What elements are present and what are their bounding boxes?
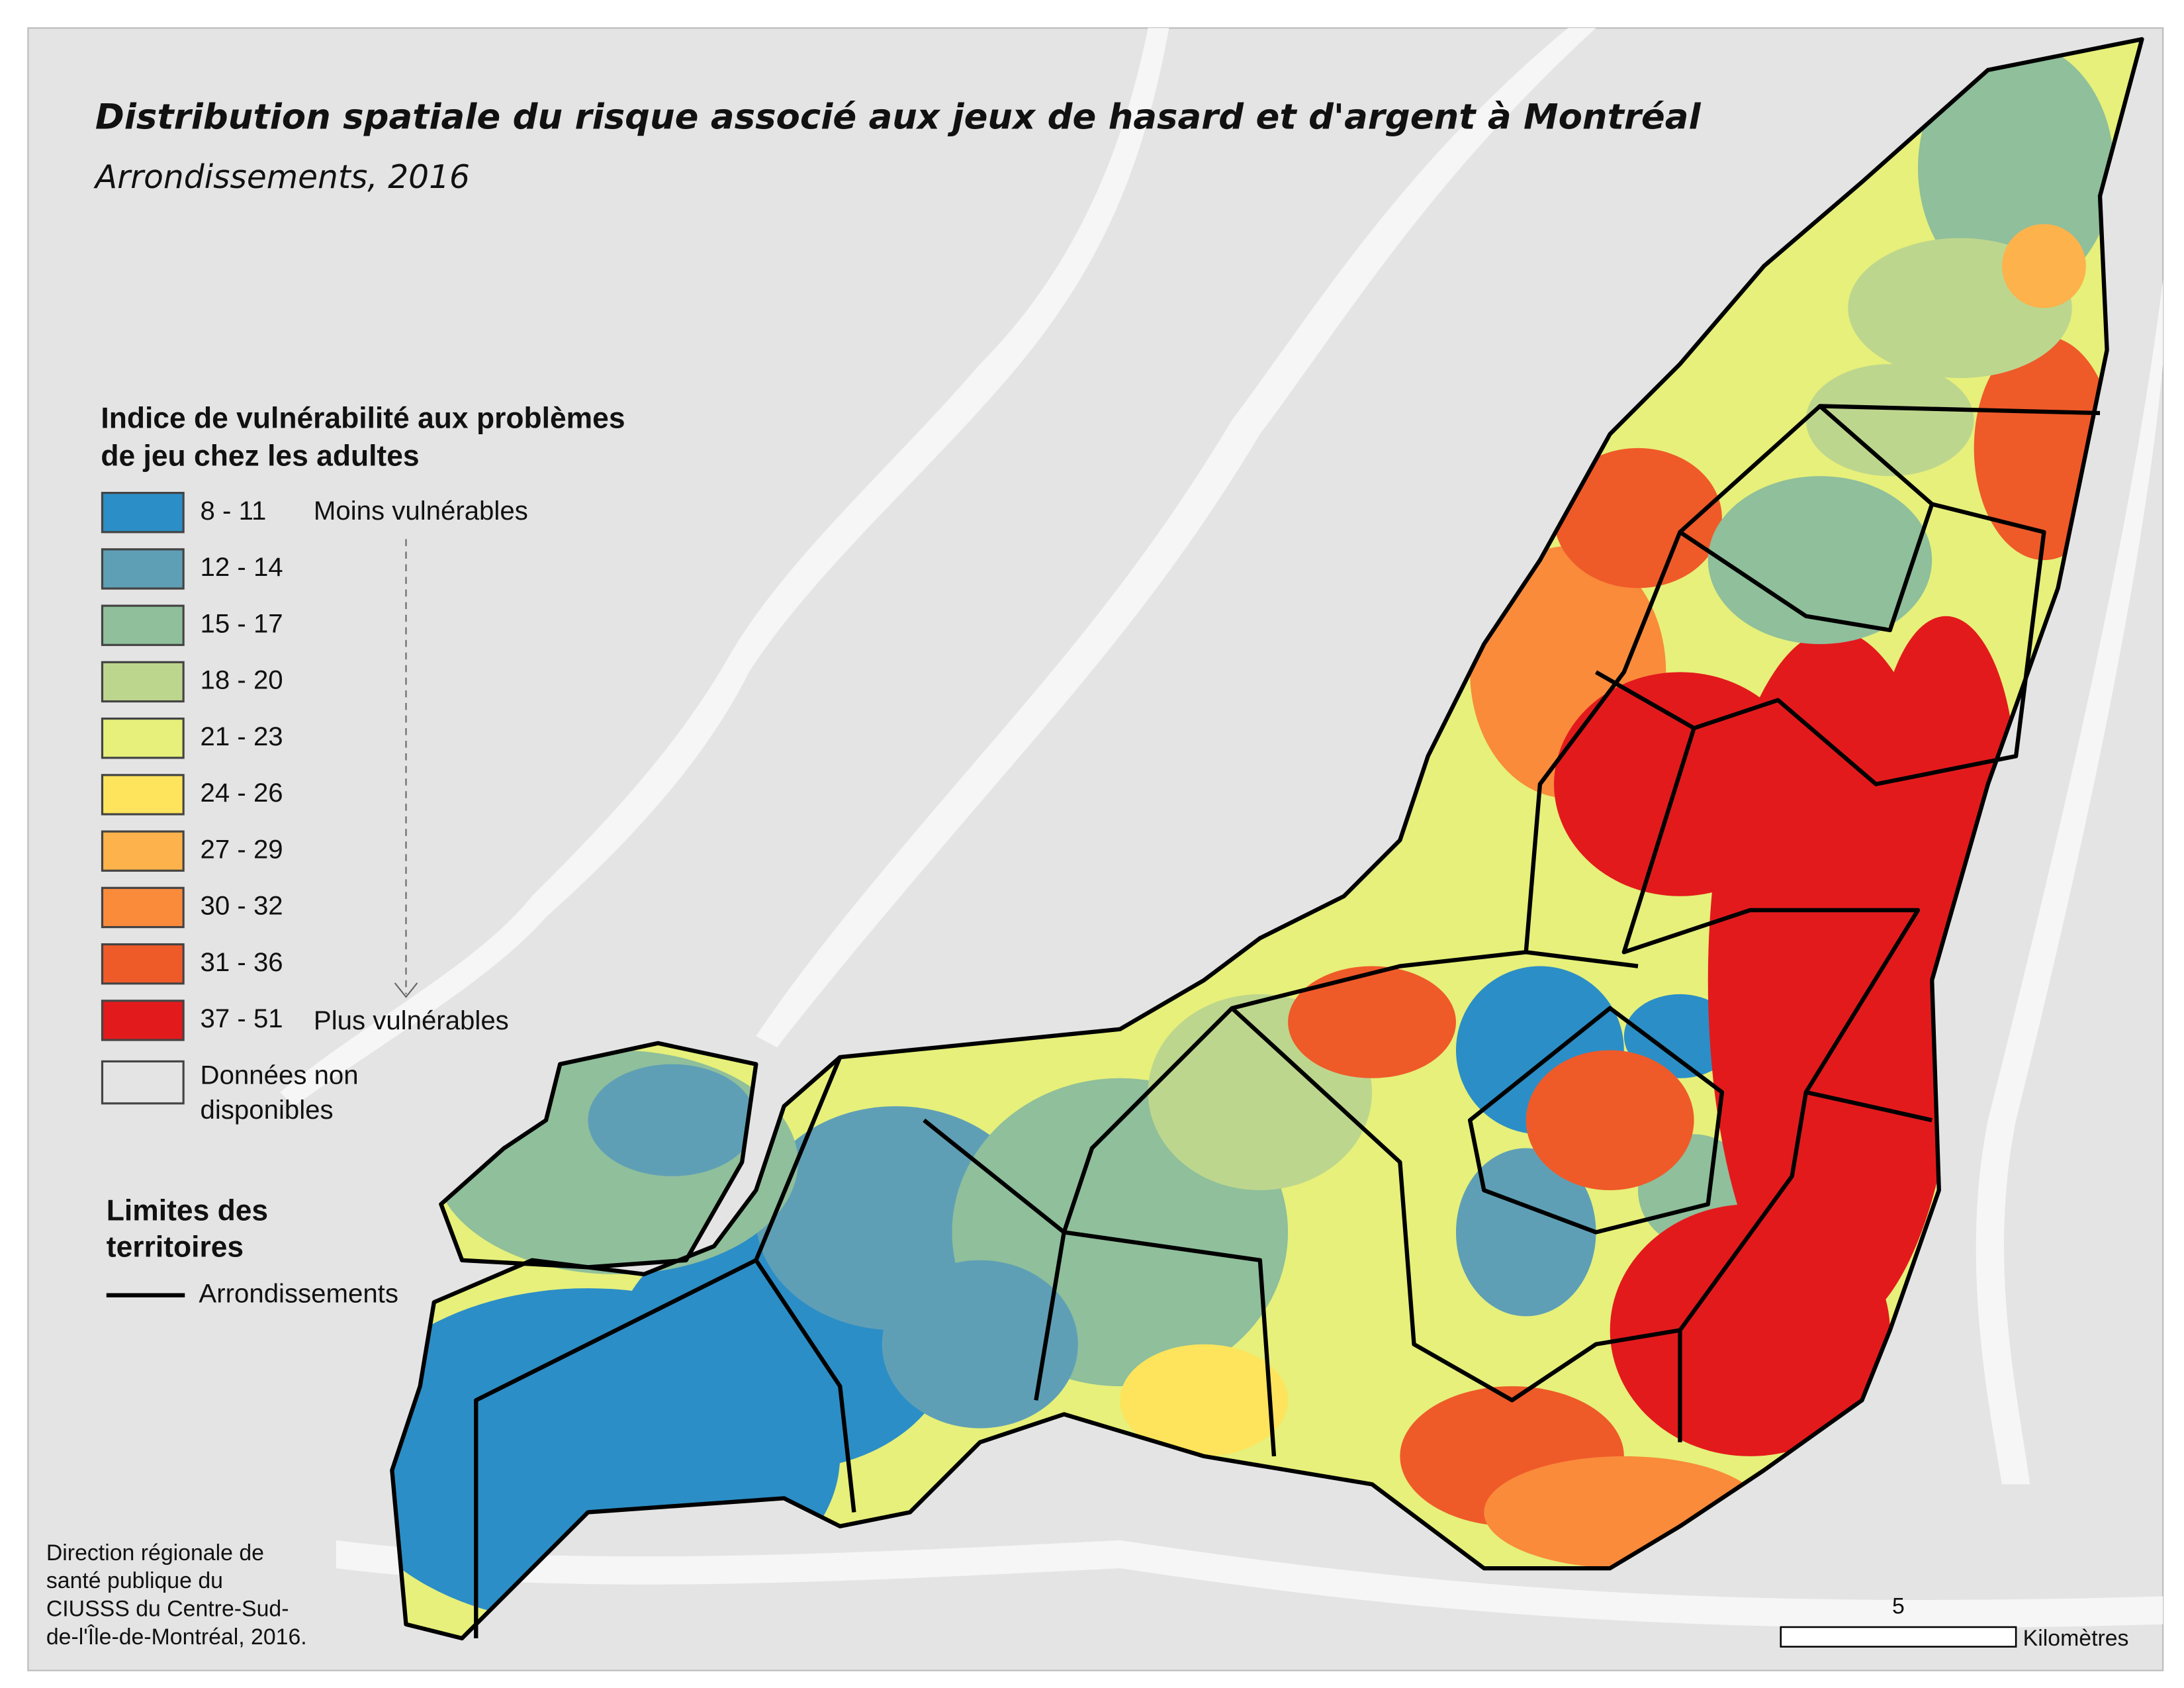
risk-zone — [1623, 994, 1737, 1078]
legend-label: 37 - 51 — [201, 1004, 283, 1033]
boundary — [1678, 404, 1934, 633]
river — [336, 1540, 2163, 1628]
legend-high-label: Plus vulnérables — [314, 1006, 509, 1035]
risk-zone — [1525, 1050, 1694, 1191]
source-line: de-l'Île-de-Montréal, 2016. — [46, 1624, 307, 1650]
source-note: Direction régionale de santé publique du… — [46, 1540, 307, 1650]
river — [1976, 280, 2163, 1485]
legend-title: Indice de vulnérabilité aux problèmes — [101, 402, 625, 434]
legend-swatch — [101, 886, 185, 929]
legend-label: 21 - 23 — [201, 722, 283, 751]
legend-swatch — [101, 661, 185, 703]
scale-bar-value: 5 — [1892, 1593, 1905, 1618]
boundary — [1693, 502, 2046, 786]
risk-zone — [1120, 1344, 1289, 1456]
legend-label: Arrondissements — [199, 1278, 398, 1308]
boundary — [1230, 1006, 1680, 1403]
risk-zone — [2001, 224, 2086, 308]
legend-label: 12 - 14 — [201, 552, 283, 582]
scale-bar: 5 Kilomètres — [1780, 1593, 2129, 1651]
legend-swatch — [101, 548, 185, 590]
source-line: Direction régionale de — [46, 1540, 264, 1566]
legend-swatch — [101, 943, 185, 985]
map-title: Distribution spatiale du risque associé … — [95, 97, 1702, 137]
source-line: CIUSSS du Centre-Sud- — [46, 1597, 289, 1622]
risk-zone — [1288, 966, 1456, 1078]
legend-swatch — [101, 604, 185, 646]
island-outline — [390, 37, 2144, 1641]
boundary — [1467, 1006, 1725, 1235]
boundary — [1594, 670, 1921, 1442]
risk-zone — [1805, 363, 1974, 477]
risk-zone — [1554, 447, 1722, 588]
risk-zone — [1455, 1148, 1596, 1317]
boundary — [474, 1258, 757, 1638]
river — [756, 28, 1596, 1048]
source-line: santé publique du — [46, 1568, 223, 1593]
boundaries-title: Limites des — [107, 1195, 268, 1227]
legend-title: de jeu chez les adultes — [101, 440, 419, 472]
boundaries-title: territoires — [107, 1231, 244, 1264]
risk-zone — [588, 1064, 756, 1176]
legend-low-label: Moins vulnérables — [314, 496, 528, 526]
water — [280, 28, 2163, 1628]
legend-swatch — [101, 492, 185, 534]
scale-bar-rect — [1780, 1626, 2017, 1648]
legend-arrowhead — [394, 982, 418, 998]
island-outline — [439, 1041, 758, 1270]
legend-label: Données non — [201, 1060, 359, 1090]
legend-swatch — [101, 717, 185, 759]
map-subtitle: Arrondissements, 2016 — [93, 159, 470, 196]
boundary — [1805, 1090, 1933, 1123]
legend-swatch — [101, 830, 185, 872]
risk-zone — [1707, 476, 1933, 645]
legend-label: 27 - 29 — [201, 834, 283, 864]
boundary — [754, 1056, 856, 1513]
risk-zone — [882, 1260, 1078, 1429]
boundary — [1034, 950, 1527, 1401]
risk-zone — [1554, 672, 1806, 896]
borough-boundaries — [390, 37, 2144, 1641]
legend-swatch — [101, 1060, 185, 1105]
legend-swatch — [101, 774, 185, 816]
legend: Indice de vulnérabilité aux problèmes de… — [101, 402, 625, 1308]
legend-label: 8 - 11 — [201, 496, 267, 526]
legend-label: disponibles — [201, 1095, 334, 1125]
legend-label: 24 - 26 — [201, 778, 283, 808]
legend-label: 18 - 20 — [201, 665, 283, 695]
legend-label: 31 - 36 — [201, 947, 283, 977]
legend-label: 30 - 32 — [201, 891, 283, 921]
boundary — [923, 1118, 1277, 1457]
legend-label: 15 - 17 — [201, 608, 283, 638]
legend-swatch — [101, 1000, 185, 1041]
scale-bar-unit: Kilomètres — [2023, 1626, 2129, 1651]
